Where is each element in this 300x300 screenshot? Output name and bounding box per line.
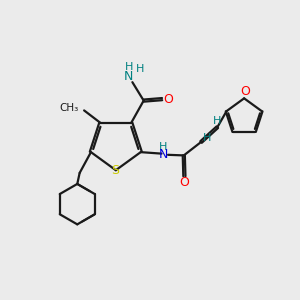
Text: CH₃: CH₃ bbox=[59, 103, 79, 113]
Text: O: O bbox=[240, 85, 250, 98]
Text: H: H bbox=[136, 64, 144, 74]
Text: O: O bbox=[179, 176, 189, 189]
Text: N: N bbox=[124, 70, 134, 83]
Text: H: H bbox=[213, 116, 222, 126]
Text: H: H bbox=[124, 62, 133, 72]
Text: O: O bbox=[163, 93, 173, 106]
Text: H: H bbox=[203, 133, 211, 142]
Text: N: N bbox=[159, 148, 168, 161]
Text: S: S bbox=[111, 164, 119, 177]
Text: H: H bbox=[159, 142, 167, 152]
